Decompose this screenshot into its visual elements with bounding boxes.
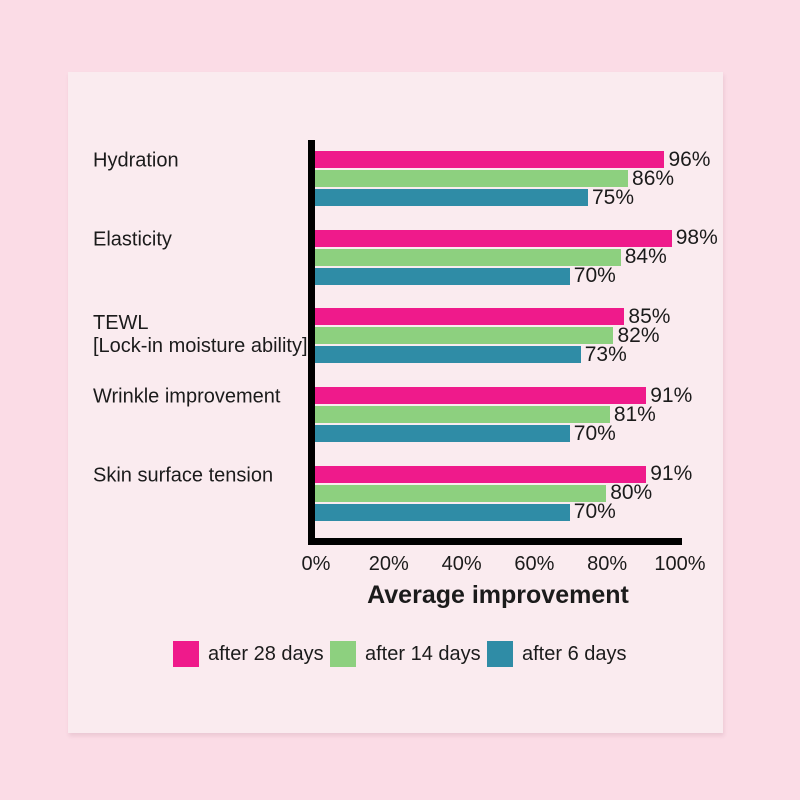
bar <box>315 387 647 405</box>
x-tick-label: 20% <box>368 553 409 575</box>
bar <box>315 425 570 443</box>
x-tick-label: 60% <box>514 553 555 575</box>
bar-value-label: 85% <box>628 304 671 328</box>
category-label: Wrinkle improvement <box>93 385 281 408</box>
bar <box>315 170 629 187</box>
legend-label: after 14 days <box>365 642 481 665</box>
bar-value-label: 70% <box>573 421 616 445</box>
bar <box>315 229 672 247</box>
x-axis-line <box>308 538 682 545</box>
bar <box>315 346 581 364</box>
bar <box>315 484 607 502</box>
category-label: TEWL [Lock-in moisture ability] <box>93 312 308 358</box>
bar-value-label: 70% <box>573 264 616 288</box>
bar <box>315 327 614 345</box>
bar <box>315 406 610 424</box>
legend-swatch <box>330 641 356 667</box>
bar-value-label: 70% <box>573 500 616 524</box>
bar-value-label: 98% <box>675 226 718 250</box>
category-label: Hydration <box>93 149 179 172</box>
bar-value-label: 75% <box>592 185 635 209</box>
legend-item: after 14 days <box>330 641 481 667</box>
bar <box>315 248 621 266</box>
bar-value-label: 91% <box>650 383 693 407</box>
bar-value-label: 73% <box>584 342 627 366</box>
legend-label: after 6 days <box>522 642 627 665</box>
x-tick-label: 100% <box>654 553 706 575</box>
legend-item: after 28 days <box>173 641 324 667</box>
bar <box>315 189 588 206</box>
legend-swatch <box>173 641 199 667</box>
bar-value-label: 80% <box>610 481 653 505</box>
bar-value-label: 86% <box>632 166 675 190</box>
bar-value-label: 84% <box>624 245 667 269</box>
legend-label: after 28 days <box>208 642 324 665</box>
bar <box>315 151 665 168</box>
bar-value-label: 91% <box>650 462 693 486</box>
x-tick-label: 40% <box>441 553 482 575</box>
bar-value-label: 96% <box>668 147 711 171</box>
bar-value-label: 81% <box>613 402 656 426</box>
category-label: Elasticity <box>93 228 172 251</box>
x-tick-label: 0% <box>301 553 331 575</box>
x-tick-label: 80% <box>587 553 628 575</box>
x-axis-title: Average improvement <box>367 581 629 609</box>
bar <box>315 308 625 326</box>
y-axis-line <box>308 140 315 545</box>
chart-panel: Hydration Elasticity TEWL [Lock-in moistur… <box>68 72 723 733</box>
bar <box>315 267 570 285</box>
category-label: Skin surface tension <box>93 464 274 487</box>
bar-value-label: 82% <box>617 323 660 347</box>
bar <box>315 503 570 521</box>
legend-swatch <box>487 641 513 667</box>
bar <box>315 465 647 483</box>
legend-item: after 6 days <box>487 641 627 667</box>
